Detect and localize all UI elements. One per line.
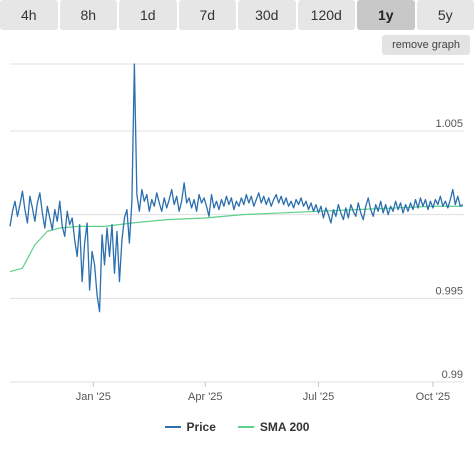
legend-label: Price: [186, 420, 216, 434]
x-tick-label: Jan '25: [76, 391, 111, 403]
timeframe-tabs: 4h 8h 1d 7d 30d 120d 1y 5y: [0, 0, 474, 30]
y-tick-label: 1.005: [435, 118, 463, 130]
legend-swatch: [237, 426, 254, 428]
tab-1d[interactable]: 1d: [119, 0, 177, 30]
legend-item-sma-200[interactable]: SMA 200: [237, 420, 310, 434]
tab-30d[interactable]: 30d: [238, 0, 296, 30]
chart-grid: [10, 63, 464, 383]
y-tick-label: 0.99: [442, 369, 463, 381]
tab-7d[interactable]: 7d: [178, 0, 236, 30]
y-tick-label: 0.995: [435, 285, 463, 297]
x-tick-label: Apr '25: [188, 391, 223, 403]
chart-series: [9, 63, 464, 313]
y-axis: 1.005 0.995 0.99: [435, 118, 463, 381]
x-tick-label: Jul '25: [303, 391, 334, 403]
legend-item-price[interactable]: Price: [164, 420, 216, 434]
tab-120d[interactable]: 120d: [297, 0, 355, 30]
chart-legend: Price SMA 200: [0, 420, 474, 434]
tab-5y[interactable]: 5y: [416, 0, 474, 30]
remove-graph-button[interactable]: remove graph: [382, 35, 470, 55]
legend-swatch: [164, 426, 181, 428]
tab-1y[interactable]: 1y: [357, 0, 415, 30]
sma-200-line: [9, 205, 463, 273]
price-line: [9, 63, 464, 313]
x-axis: Jan '25 Apr '25 Jul '25 Oct '25: [76, 382, 450, 403]
x-tick-label: Oct '25: [416, 391, 451, 403]
tab-8h[interactable]: 8h: [59, 0, 117, 30]
legend-label: SMA 200: [259, 420, 310, 434]
tab-4h[interactable]: 4h: [0, 0, 58, 30]
